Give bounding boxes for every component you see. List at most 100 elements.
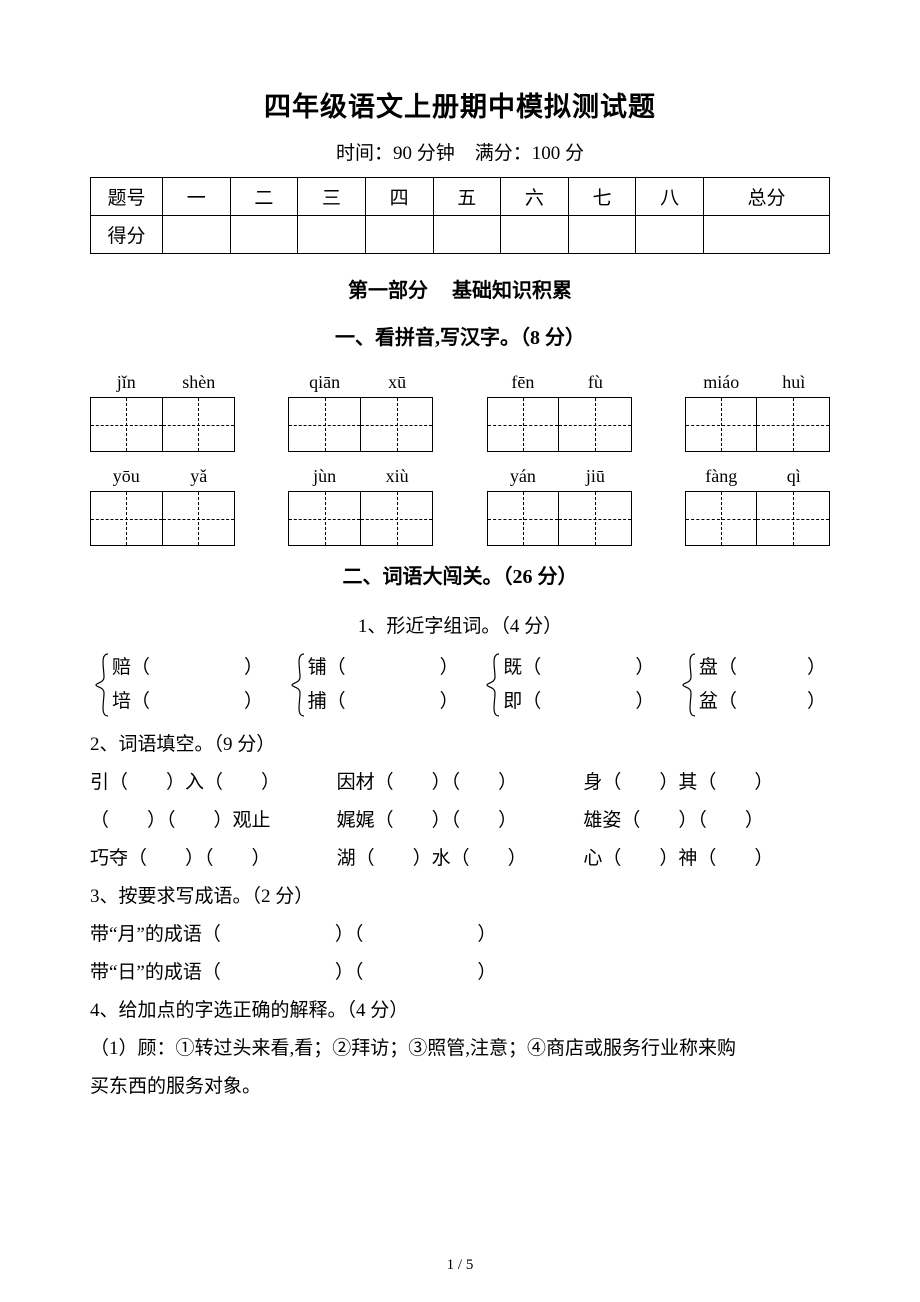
tianzige-cell: [487, 397, 560, 452]
tianzige-cell: [685, 491, 758, 546]
left-brace-icon: [681, 654, 699, 716]
score-cell: [636, 216, 704, 254]
pinyin-syllable: jùn: [288, 466, 361, 487]
score-header: 八: [636, 178, 704, 216]
fill-row: 引（ ）入（ ） 因材（ ）（ ） 身（ ）其（ ）: [90, 764, 830, 802]
part-right: 基础知识积累: [452, 280, 572, 302]
definition-line: （1）顾：①转过头来看,看；②拜访；③照管,注意；④商店或服务行业称来购: [90, 1030, 830, 1068]
tianzige-cell: [90, 491, 163, 546]
pinyin-syllable: fù: [559, 372, 632, 393]
pinyin-syllable: qiān: [288, 372, 361, 393]
page-number: 1 / 5: [0, 1257, 920, 1274]
tianzige-cell: [361, 491, 434, 546]
char-bot: 捕: [308, 691, 327, 712]
char-bot: 盆: [699, 691, 718, 712]
pinyin-syllable: qì: [757, 466, 830, 487]
score-table: 题号 一 二 三 四 五 六 七 八 总分 得分: [90, 177, 830, 254]
char-top: 既: [503, 657, 522, 678]
section-heading-1: 一、看拼音,写汉字。（8 分）: [90, 321, 830, 350]
tianzige-cell: [90, 397, 163, 452]
fill-cell: 巧夺（ ）（ ）: [90, 840, 337, 878]
score-cell: [230, 216, 298, 254]
pinyin-item: miáohuì: [685, 372, 830, 452]
left-brace-icon: [290, 654, 308, 716]
fill-cell: 引（ ）入（ ）: [90, 764, 337, 802]
tianzige-cell: [757, 397, 830, 452]
pinyin-syllable: jiū: [559, 466, 632, 487]
idiom-line: 带“日”的成语（ ）（ ）: [90, 954, 830, 992]
definition-line: 买东西的服务对象。: [90, 1068, 830, 1106]
fill-cell: 心（ ）神（ ）: [583, 840, 830, 878]
table-row: 题号 一 二 三 四 五 六 七 八 总分: [91, 178, 830, 216]
char-top: 铺: [308, 657, 327, 678]
fill-cell: 湖（ ）水（ ）: [337, 840, 584, 878]
sub-heading-2-3: 3、按要求写成语。（2 分）: [90, 878, 830, 916]
pinyin-item: yōuyǎ: [90, 466, 235, 546]
tianzige-cell: [361, 397, 434, 452]
pinyin-syllable: fēn: [487, 372, 560, 393]
score-cell: [365, 216, 433, 254]
section-heading-2: 二、词语大闯关。（26 分）: [90, 560, 830, 589]
score-header: 五: [433, 178, 501, 216]
sub-heading-2-1: 1、形近字组词。（4 分）: [90, 611, 830, 638]
tianzige-cell: [288, 397, 361, 452]
tianzige-cell: [559, 397, 632, 452]
pinyin-item: yánjiū: [487, 466, 632, 546]
pinyin-item: qiānxū: [288, 372, 433, 452]
score-header: 七: [568, 178, 636, 216]
fill-cell: 因材（ ）（ ）: [337, 764, 584, 802]
fill-row: （ ）（ ）观止 娓娓（ ）（ ） 雄姿（ ）（ ）: [90, 802, 830, 840]
pinyin-syllable: yōu: [90, 466, 163, 487]
page-title: 四年级语文上册期中模拟测试题: [90, 85, 830, 124]
char-bot: 培: [112, 691, 131, 712]
bracket-group: 赔（） 培（）: [94, 654, 263, 716]
score-header: 二: [230, 178, 298, 216]
fill-cell: 雄姿（ ）（ ）: [583, 802, 830, 840]
part-left: 第一部分: [348, 280, 428, 302]
pinyin-item: fàngqì: [685, 466, 830, 546]
pinyin-item: jùnxiù: [288, 466, 433, 546]
full-score-label: 满分：100 分: [475, 143, 584, 164]
score-cell: [433, 216, 501, 254]
sub-heading-2-4: 4、给加点的字选正确的解释。（4 分）: [90, 992, 830, 1030]
pinyin-row: jǐnshèn qiānxū fēnfù miáohuì: [90, 372, 830, 452]
tianzige-cell: [163, 397, 236, 452]
score-cell: [163, 216, 231, 254]
exam-meta: 时间：90 分钟满分：100 分: [90, 138, 830, 165]
bracket-group: 盘（） 盆（）: [681, 654, 826, 716]
fill-cell: 身（ ）其（ ）: [583, 764, 830, 802]
idiom-line: 带“月”的成语（ ）（ ）: [90, 916, 830, 954]
left-brace-icon: [485, 654, 503, 716]
pinyin-item: jǐnshèn: [90, 372, 235, 452]
bracket-group: 既（） 即（）: [485, 654, 654, 716]
score-row-label: 得分: [91, 216, 163, 254]
pinyin-row: yōuyǎ jùnxiù yánjiū fàngqì: [90, 466, 830, 546]
score-cell: [568, 216, 636, 254]
score-header: 总分: [704, 178, 830, 216]
char-top: 盘: [699, 657, 718, 678]
bracket-row: 赔（） 培（） 铺（） 捕（） 既（） 即（） 盘（） 盆（）: [90, 654, 830, 716]
score-cell: [298, 216, 366, 254]
bracket-group: 铺（） 捕（）: [290, 654, 459, 716]
pinyin-syllable: xū: [361, 372, 434, 393]
tianzige-cell: [487, 491, 560, 546]
time-label: 时间：90 分钟: [336, 143, 455, 164]
pinyin-grid: jǐnshèn qiānxū fēnfù miáohuì yōuyǎ: [90, 372, 830, 546]
tianzige-cell: [685, 397, 758, 452]
part-heading: 第一部分 基础知识积累: [90, 274, 830, 303]
pinyin-syllable: miáo: [685, 372, 758, 393]
pinyin-syllable: yǎ: [163, 466, 236, 487]
pinyin-syllable: xiù: [361, 466, 434, 487]
score-header: 三: [298, 178, 366, 216]
left-brace-icon: [94, 654, 112, 716]
char-top: 赔: [112, 657, 131, 678]
score-cell: [704, 216, 830, 254]
tianzige-cell: [163, 491, 236, 546]
score-header: 一: [163, 178, 231, 216]
pinyin-syllable: fàng: [685, 466, 758, 487]
pinyin-item: fēnfù: [487, 372, 632, 452]
score-header: 四: [365, 178, 433, 216]
tianzige-cell: [288, 491, 361, 546]
fill-row: 巧夺（ ）（ ） 湖（ ）水（ ） 心（ ）神（ ）: [90, 840, 830, 878]
sub-heading-2-2: 2、词语填空。（9 分）: [90, 726, 830, 764]
